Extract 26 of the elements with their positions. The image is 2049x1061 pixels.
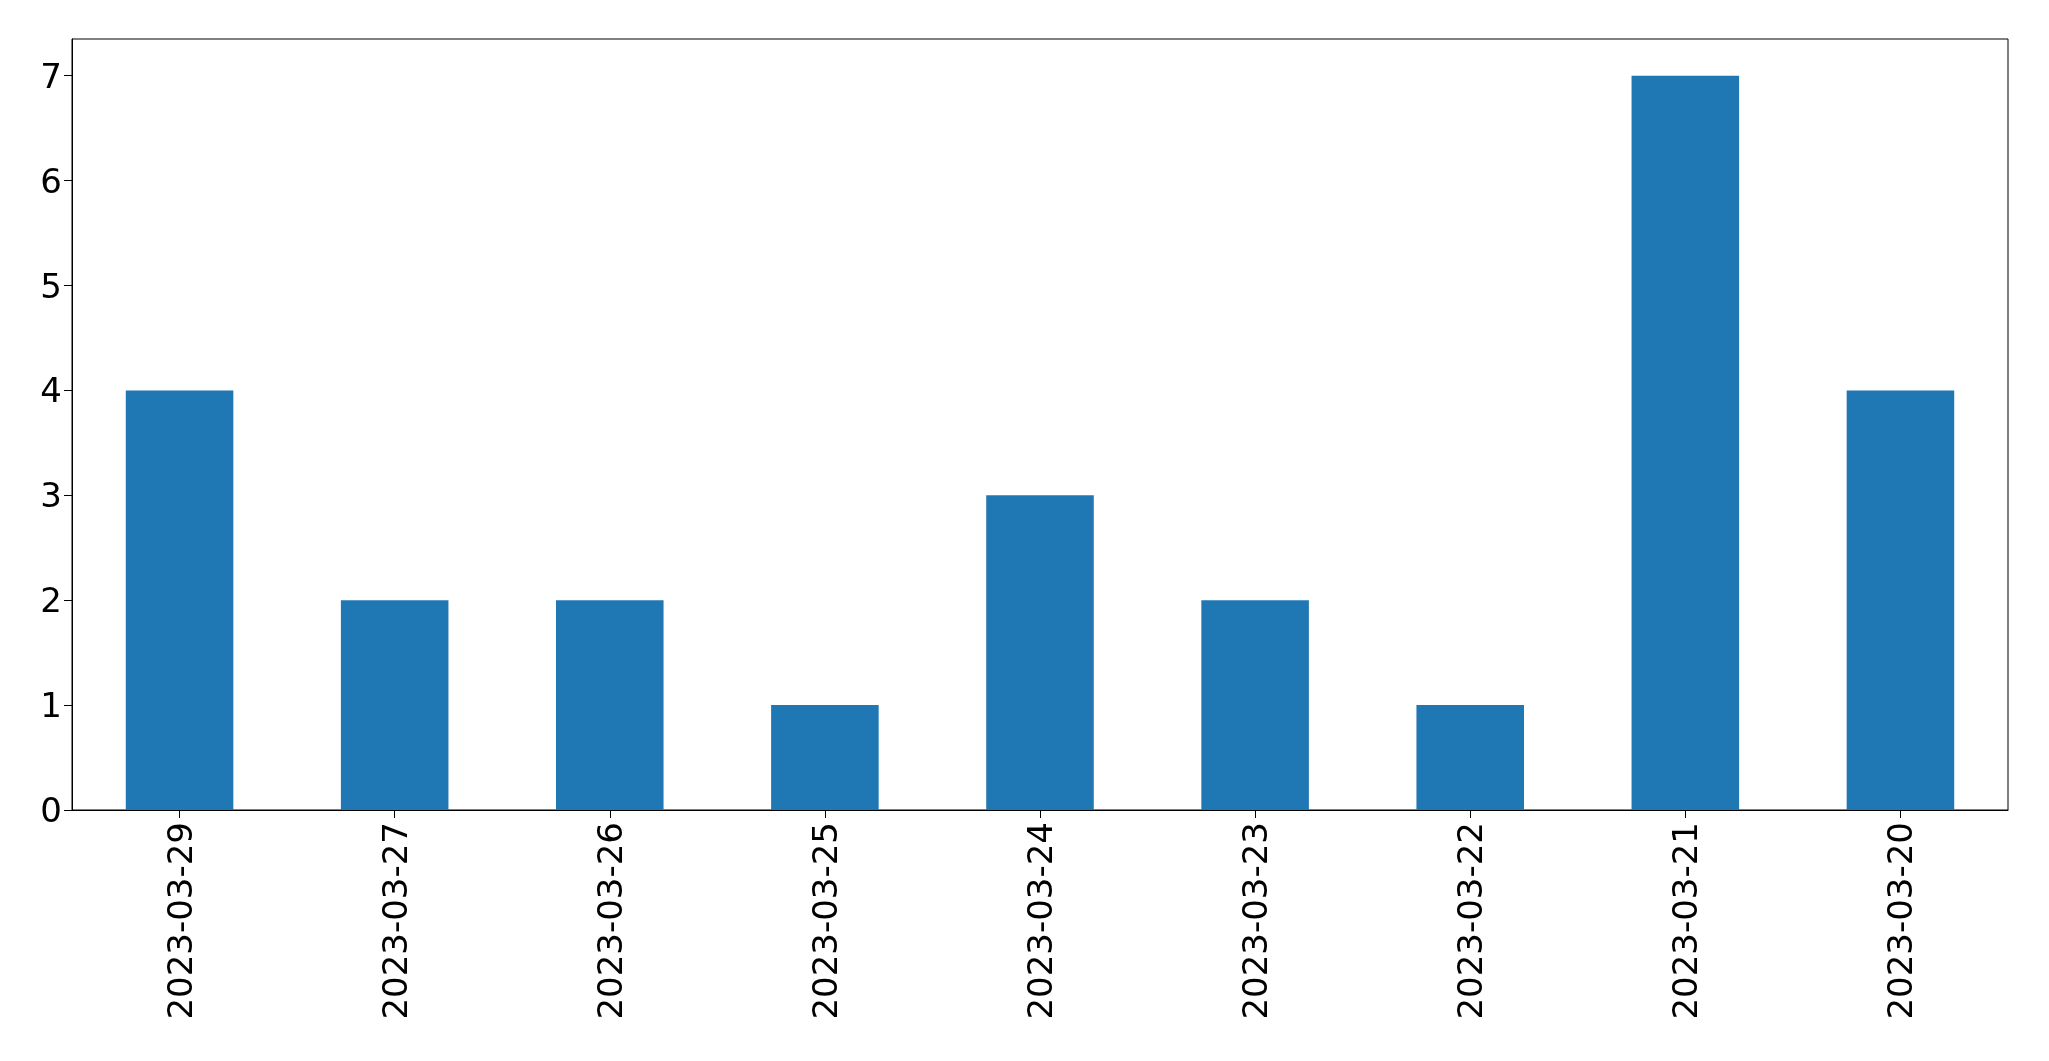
x-tick-label: 2023-03-29	[159, 822, 200, 1020]
y-tick-label: 3	[40, 475, 62, 516]
y-tick-label: 4	[40, 370, 62, 411]
bar	[1201, 600, 1309, 810]
bar	[1846, 390, 1955, 810]
y-tick-label: 0	[40, 790, 62, 830]
y-tick-label: 2	[40, 580, 62, 621]
x-tick-label: 2023-03-20	[1880, 822, 1921, 1020]
x-tick-label: 2023-03-22	[1450, 822, 1491, 1020]
bar	[556, 600, 664, 810]
bar	[340, 600, 449, 810]
y-tick-label: 1	[40, 685, 62, 726]
x-tick-label: 2023-03-26	[589, 822, 630, 1020]
bar	[1631, 75, 1740, 810]
y-tick-label: 7	[40, 55, 62, 96]
x-tick-label: 2023-03-25	[804, 822, 845, 1020]
x-tick-label: 2023-03-24	[1020, 822, 1060, 1020]
x-tick-label: 2023-03-23	[1235, 822, 1276, 1020]
x-tick-label: 2023-03-27	[374, 822, 415, 1020]
bar	[986, 495, 1094, 810]
x-tick-label: 2023-03-21	[1665, 822, 1706, 1020]
bar	[771, 705, 879, 810]
bar	[1416, 705, 1524, 810]
bar	[125, 390, 234, 810]
y-tick-label: 6	[40, 160, 62, 201]
y-tick-label: 5	[40, 265, 62, 306]
